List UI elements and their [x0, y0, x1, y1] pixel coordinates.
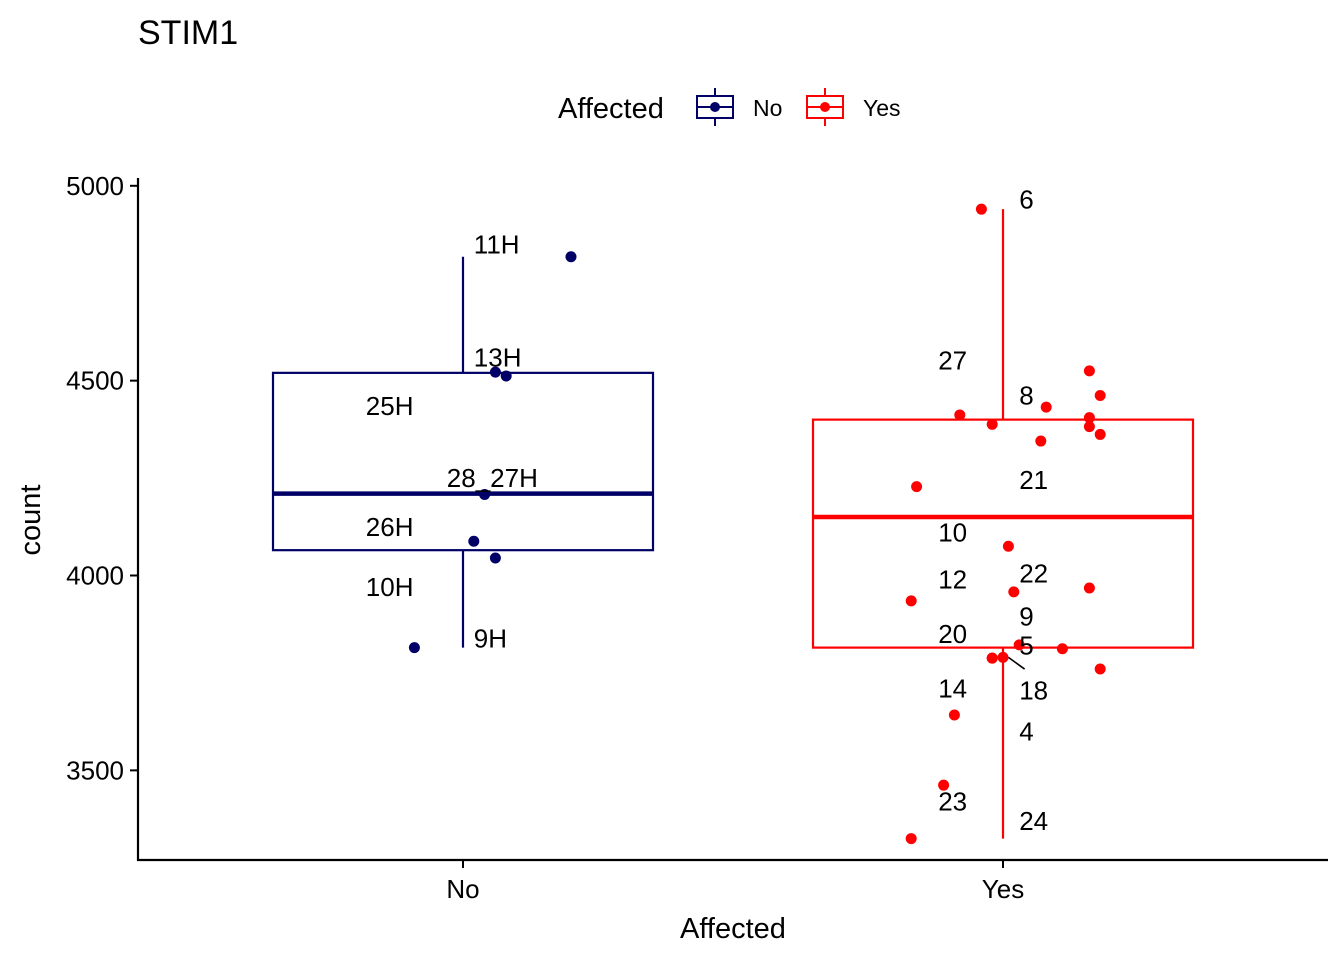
data-point [489, 552, 501, 564]
point-label: 18 [1019, 675, 1048, 705]
point-label: 25H [366, 391, 414, 421]
legend-title: Affected [558, 93, 664, 125]
data-point [905, 833, 917, 845]
legend-label: Yes [863, 95, 901, 121]
data-point [408, 642, 420, 654]
point-label: 8 [1019, 380, 1033, 410]
data-point [905, 595, 917, 607]
legend-dot [710, 102, 720, 112]
point-label: 21 [1019, 465, 1048, 495]
chart-title: STIM1 [138, 14, 238, 52]
box-iqr [271, 371, 655, 552]
data-point [1083, 421, 1095, 433]
point-label: 26H [366, 512, 414, 542]
point-label: 12 [938, 564, 967, 594]
label-leader [1007, 656, 1026, 670]
data-point [1094, 389, 1106, 401]
point-label: 24 [1019, 806, 1048, 836]
point-label: 27 [938, 345, 967, 375]
data-point [1083, 412, 1095, 424]
legend-dot [820, 102, 830, 112]
plot-area: 11H 13H 25H 28_27H 26H 10H 9H 6 27 8 21 10 22 12 9 20 5 1… [271, 184, 1195, 845]
legend-key-no: No [696, 88, 782, 126]
x-axis-title: Affected [680, 913, 786, 945]
data-point [948, 709, 960, 721]
data-point [1013, 639, 1025, 651]
legend: Affected No Yes [558, 88, 901, 126]
data-point [1002, 540, 1014, 552]
y-tick-label: 4500 [66, 366, 124, 396]
point-label: 22 [1019, 559, 1048, 589]
point-label: 4 [1019, 716, 1033, 746]
x-tick-label: No [446, 874, 479, 904]
point-label: 10H [366, 572, 414, 602]
point-label: 5 [1019, 631, 1033, 661]
legend-key-yes: Yes [806, 88, 901, 126]
data-point [986, 418, 998, 430]
point-label: 9 [1019, 601, 1033, 631]
data-point [1040, 401, 1052, 413]
data-point [1083, 365, 1095, 377]
point-label: 28_27H [447, 463, 538, 493]
data-point [1094, 663, 1106, 675]
data-point [479, 488, 491, 500]
data-point [911, 481, 923, 493]
point-label: 14 [938, 674, 967, 704]
y-tick-label: 3500 [66, 755, 124, 785]
data-point [997, 651, 1009, 663]
point-label: 13H [474, 342, 522, 372]
y-axis-title: count [15, 485, 47, 556]
data-point [954, 409, 966, 421]
data-point [1008, 586, 1020, 598]
point-label: 23 [938, 787, 967, 817]
box-no [271, 256, 655, 648]
data-point [1083, 582, 1095, 594]
data-point [975, 203, 987, 215]
data-point [986, 652, 998, 664]
point-label: 9H [474, 624, 507, 654]
y-tick-label: 5000 [66, 171, 124, 201]
data-point [565, 251, 577, 263]
y-tick-label: 4000 [66, 561, 124, 591]
data-point [1056, 643, 1068, 655]
point-label: 11H [474, 229, 520, 259]
data-point [500, 370, 512, 382]
data-point [489, 366, 501, 378]
point-label: 10 [938, 518, 967, 548]
point-label: 6 [1019, 184, 1033, 214]
point-label: 20 [938, 619, 967, 649]
axes: 3500 4000 4500 5000 No Yes [66, 171, 1328, 904]
legend-label: No [753, 95, 782, 121]
data-point [468, 535, 480, 547]
box-iqr [811, 418, 1195, 649]
data-point [1094, 428, 1106, 440]
x-tick-label: Yes [982, 874, 1024, 904]
data-point [1035, 435, 1047, 447]
data-point [938, 779, 950, 791]
box-yes [811, 209, 1195, 839]
